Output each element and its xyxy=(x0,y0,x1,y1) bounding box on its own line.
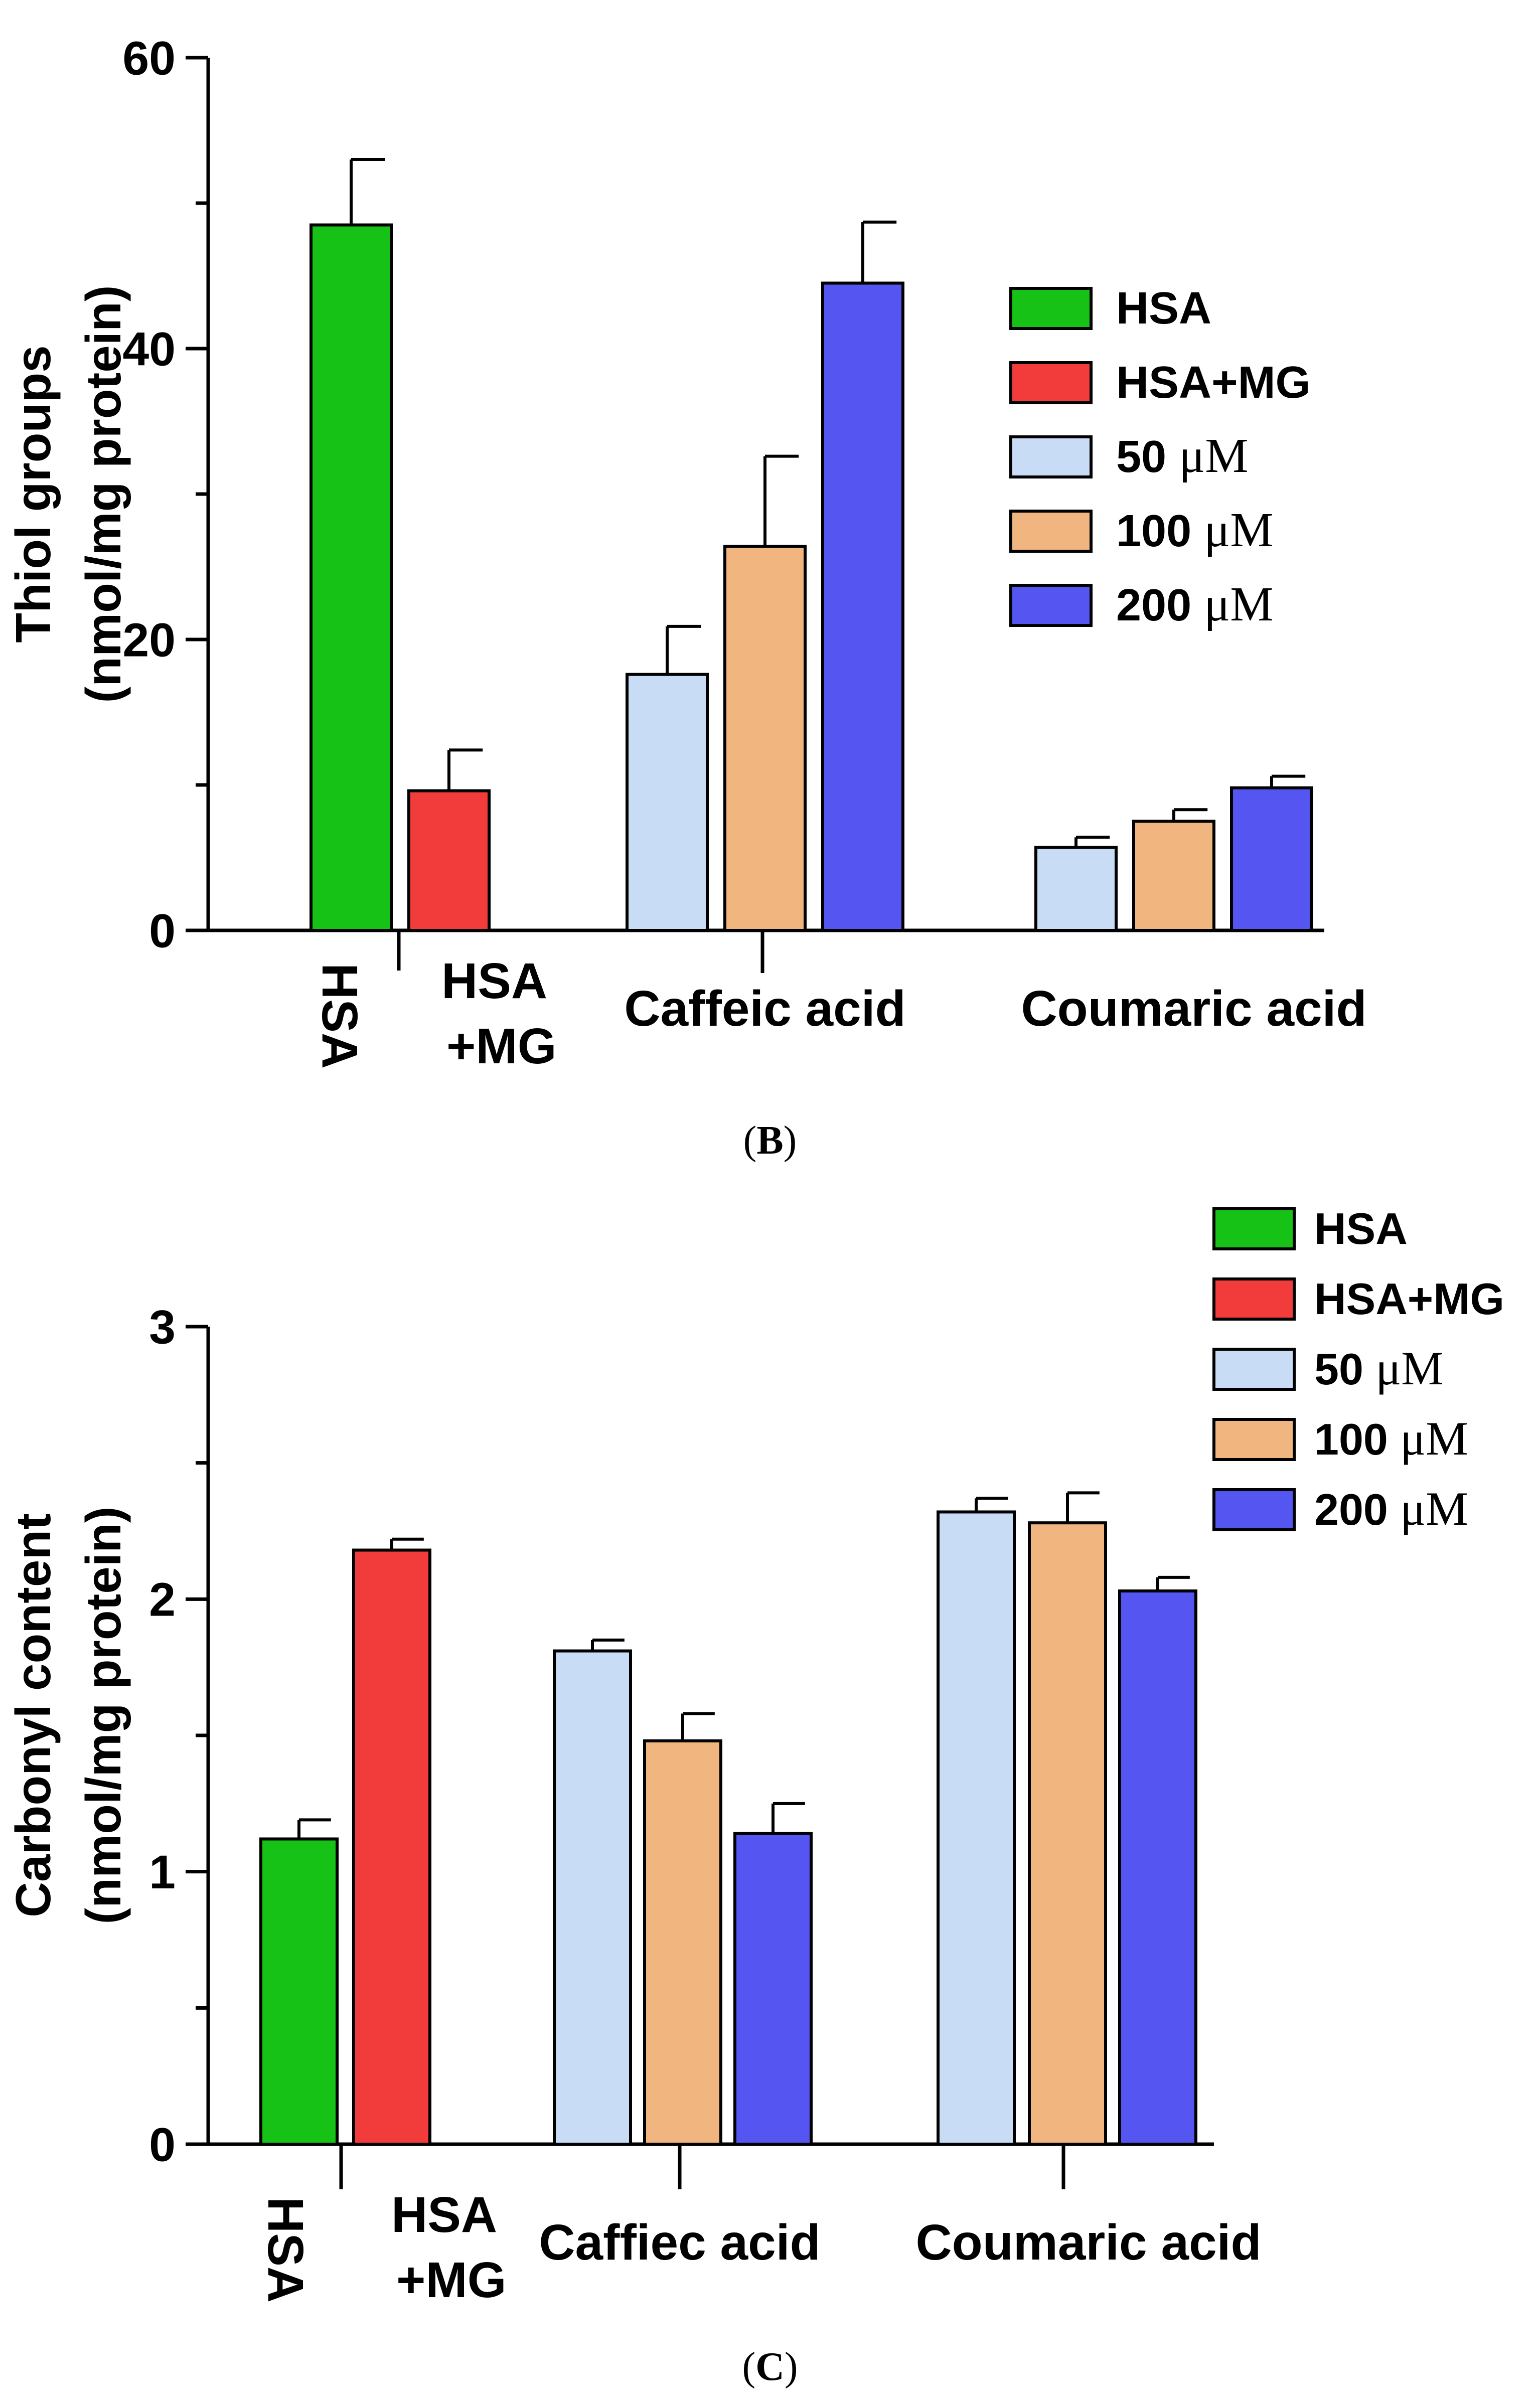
carbonyl-content-chart: 0 1 2 3 Carbonyl content (nmol/mg protein) HSA… xyxy=(6,1204,1504,2389)
legend-label: HSA xyxy=(1314,1204,1408,1253)
legend-label-unit: μM xyxy=(1400,1412,1468,1465)
panel-label-letter: B xyxy=(756,1118,783,1163)
legend-label: HSA+MG xyxy=(1116,358,1311,408)
legend-label-number: 200 xyxy=(1116,580,1204,630)
y-axis-subtitle: (nmol/mg protein) xyxy=(76,1507,131,1924)
legend-label-number: 200 xyxy=(1314,1485,1400,1534)
legend-label-unit: μM xyxy=(1400,1482,1468,1535)
panel-label-open: ( xyxy=(743,1118,757,1163)
y-axis-title: Thiol groups xyxy=(6,345,61,643)
y-axis-title: Carbonyl content xyxy=(6,1513,61,1917)
y-tick-label: 40 xyxy=(122,323,176,376)
bar xyxy=(643,1739,722,2146)
bar xyxy=(1132,820,1215,932)
x-label-hsa-mg-line2: +MG xyxy=(446,1018,556,1074)
legend-label-unit: μM xyxy=(1204,577,1274,631)
legend-swatch xyxy=(1009,584,1093,627)
x-label-hsa: HSA xyxy=(257,2197,314,2303)
bar xyxy=(626,673,709,932)
y-tick-label: 0 xyxy=(149,2118,176,2171)
bar xyxy=(310,223,393,932)
bar xyxy=(1230,786,1313,932)
y-tick-label: 1 xyxy=(149,1846,176,1899)
thiol-groups-chart: 0 20 40 60 Thiol groups (nmol/mg protein) HSA H… xyxy=(6,32,1367,1163)
x-label-hsa: HSA xyxy=(312,963,368,1069)
legend-label: 100 μM xyxy=(1116,503,1274,557)
legend-label: 100 μM xyxy=(1314,1412,1468,1465)
y-tick-label: 2 xyxy=(149,1573,176,1627)
bar xyxy=(821,281,904,932)
legend-label: 50 μM xyxy=(1116,429,1249,483)
bar xyxy=(1028,1521,1107,2146)
legend-label-number: 100 xyxy=(1116,506,1204,556)
legend-label: HSA+MG xyxy=(1314,1274,1504,1324)
panel-label-open: ( xyxy=(742,2345,755,2389)
legend-swatch xyxy=(1009,510,1093,553)
panel-label: (C) xyxy=(742,2345,798,2389)
panel-label: (B) xyxy=(743,1118,797,1163)
panel-label-letter: C xyxy=(755,2345,785,2389)
legend-swatch xyxy=(1212,1348,1296,1391)
legend-label: 200 μM xyxy=(1116,577,1274,631)
y-tick-label: 20 xyxy=(122,613,176,667)
legend-swatch xyxy=(1212,1207,1296,1250)
legend-swatch xyxy=(1212,1418,1296,1461)
y-axis-subtitle: (nmol/mg protein) xyxy=(76,285,131,703)
legend-swatch xyxy=(1009,287,1093,330)
legend-label: HSA xyxy=(1116,283,1211,334)
bar xyxy=(1034,846,1118,932)
bar xyxy=(352,1548,431,2146)
legend-label-number: 50 xyxy=(1116,432,1179,482)
legend-swatch xyxy=(1212,1277,1296,1321)
bar xyxy=(733,1832,813,2146)
panel-label-close: ) xyxy=(785,2345,798,2389)
legend-label: 50 μM xyxy=(1314,1342,1444,1395)
x-label-hsa-mg-line2: +MG xyxy=(396,2252,506,2308)
y-tick-label: 60 xyxy=(122,32,176,85)
legend-label-unit: μM xyxy=(1179,429,1249,483)
x-label-hsa-mg-line1: HSA xyxy=(391,2187,497,2243)
legend-label-number: 50 xyxy=(1314,1344,1375,1394)
x-label-acid-2: Coumaric acid xyxy=(915,2214,1261,2271)
y-tick-label: 3 xyxy=(149,1301,176,1354)
x-label-acid-1: Caffiec acid xyxy=(539,2214,820,2271)
legend-label: 200 μM xyxy=(1314,1482,1468,1535)
legend-label-number: 100 xyxy=(1314,1414,1400,1464)
bar xyxy=(259,1837,339,2146)
y-tick-label: 0 xyxy=(149,904,176,957)
bar xyxy=(407,789,491,932)
panel-label-close: ) xyxy=(784,1118,797,1163)
legend-swatch xyxy=(1009,435,1093,478)
legend-label-unit: μM xyxy=(1375,1342,1443,1395)
bar xyxy=(937,1510,1016,2146)
x-label-acid-1: Caffeic acid xyxy=(624,981,905,1037)
bar xyxy=(1118,1589,1197,2146)
legend-label-unit: μM xyxy=(1204,503,1274,557)
legend-swatch xyxy=(1212,1488,1296,1531)
bar xyxy=(553,1649,632,2146)
x-label-acid-2: Coumaric acid xyxy=(1021,981,1366,1037)
legend-swatch xyxy=(1009,361,1093,404)
bar xyxy=(723,545,807,932)
x-label-hsa-mg-line1: HSA xyxy=(441,953,547,1009)
